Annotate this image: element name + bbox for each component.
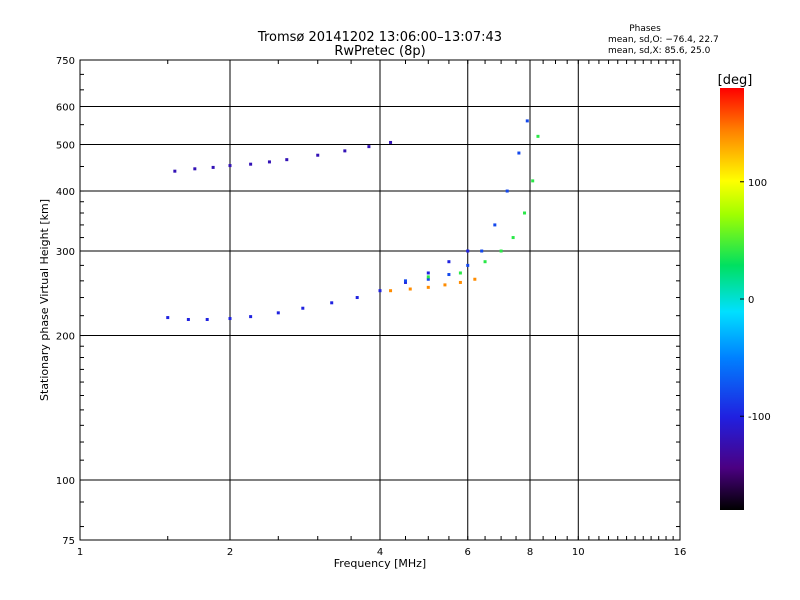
scatter-point: [473, 277, 477, 281]
scatter-point: [389, 289, 393, 293]
scatter-point: [531, 179, 535, 183]
scatter-point: [499, 249, 503, 253]
scatter-point: [408, 287, 412, 291]
scatter-point: [426, 271, 430, 275]
scatter-point: [536, 134, 540, 138]
x-tick-label: 1: [77, 547, 83, 558]
x-axis-label: Frequency [MHz]: [334, 557, 426, 570]
scatter-point: [483, 260, 487, 264]
x-tick-label: 4: [377, 547, 383, 558]
scatter-point: [355, 296, 359, 300]
scatter-point: [193, 167, 197, 171]
axis-ticks: [79, 60, 681, 540]
scatter-point: [426, 275, 430, 279]
x-tick-label: 10: [572, 547, 585, 558]
scatter-point: [523, 211, 527, 215]
scatter-point: [267, 160, 271, 164]
scatter-point: [447, 260, 451, 264]
scatter-point: [403, 280, 407, 284]
scatter-point: [173, 169, 177, 173]
y-tick-label: 750: [56, 56, 75, 67]
scatter-point: [378, 289, 382, 293]
scatter-point: [186, 317, 190, 321]
x-tick-label: 16: [674, 547, 687, 558]
scatter-point: [249, 315, 253, 319]
scatter-point: [493, 223, 497, 227]
colorbar-tick-label: -100: [748, 412, 771, 423]
scatter-point: [316, 153, 320, 157]
scatter-point: [389, 140, 393, 144]
phase-stats-heading: Phases: [629, 24, 661, 34]
x-tick-label: 6: [465, 547, 471, 558]
y-tick-label: 75: [62, 536, 75, 547]
tick-labels: 1 2 4 6 8 10 16 75 100 200 300 400 500 600 750: [56, 56, 686, 558]
scatter-point: [301, 306, 305, 310]
scatter-point: [249, 162, 253, 166]
y-tick-label: 500: [56, 141, 75, 152]
scatter-point: [458, 271, 462, 275]
chart-title: Tromsø 20141202 13:06:00–13:07:43: [257, 30, 502, 45]
scatter-point: [458, 280, 462, 284]
scatter-point: [276, 311, 280, 315]
scatter-point: [511, 236, 515, 240]
y-tick-label: 600: [56, 103, 75, 114]
scatter-point: [466, 249, 470, 253]
phase-stats-o: mean, sd,O: −76.4, 22.7: [608, 35, 719, 45]
chart-subtitle: RwPretec (8p): [334, 44, 425, 59]
scatter-point: [426, 277, 430, 281]
y-tick-label: 100: [56, 476, 75, 487]
scatter-point: [517, 151, 521, 155]
y-tick-label: 200: [56, 332, 75, 343]
colorbar-tick-label: 100: [748, 178, 767, 189]
phase-stats-x: mean, sd,X: 85.6, 25.0: [608, 46, 711, 56]
scatter-point: [211, 165, 215, 169]
colorbar-ticks: 100 0 -100: [740, 178, 771, 423]
colorbar-tick-label: 0: [748, 295, 754, 306]
y-axis-label: Stationary phase Virtual Height [km]: [38, 199, 51, 401]
scatter-points: [166, 119, 540, 321]
scatter-point: [228, 317, 232, 321]
grid-lines: [80, 60, 680, 540]
scatter-point: [228, 164, 232, 168]
scatter-point: [403, 279, 407, 283]
scatter-point: [466, 263, 470, 267]
y-tick-label: 400: [56, 187, 75, 198]
scatter-point: [205, 317, 209, 321]
colorbar-label: [deg]: [718, 73, 753, 88]
y-tick-label: 300: [56, 247, 75, 258]
scatter-point: [480, 249, 484, 253]
scatter-point: [166, 316, 170, 320]
scatter-point: [330, 301, 334, 305]
scatter-point: [426, 285, 430, 289]
scatter-point: [505, 189, 509, 193]
scatter-point: [343, 149, 347, 153]
scatter-point: [285, 158, 289, 162]
scatter-point: [443, 283, 447, 287]
scatter-point: [447, 273, 451, 277]
x-tick-label: 8: [527, 547, 533, 558]
scatter-point: [367, 145, 371, 149]
scatter-point: [525, 119, 529, 123]
x-tick-label: 2: [227, 547, 233, 558]
